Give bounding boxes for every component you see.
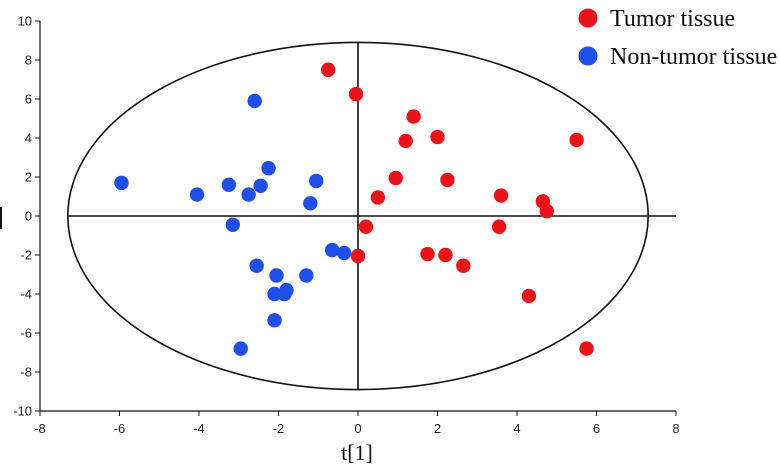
legend: Tumor tissue Non-tumor tissue [578,6,777,70]
y-tick-label: -10 [13,404,32,419]
y-tick-label: -6 [20,326,32,341]
tumor-point [493,188,509,203]
non-tumor-point [221,177,237,192]
tumor-point [388,170,403,186]
y-tick-label: -2 [20,248,32,263]
x-tick-label: -6 [114,421,126,436]
legend-marker [578,8,598,28]
y-tick-label: 2 [25,170,32,185]
non-tumor-point [114,175,129,191]
legend-marker [578,46,598,66]
non-tumor-point [324,242,340,258]
tumor-point [348,86,364,102]
y-tick-label: -8 [20,365,32,380]
tumor-point [456,258,471,273]
tumor-point [420,246,435,262]
tumor-point [438,247,453,263]
y-tick-label: 0 [25,209,32,224]
x-axis-title: t[1] [341,440,373,465]
non-tumor-point [249,258,264,273]
tumor-point [491,219,507,234]
tumor-point [358,219,374,234]
tumor-point [579,341,594,356]
legend-label: Non-tumor tissue [610,44,777,70]
tumor-point [521,288,537,304]
tumor-point [398,133,413,149]
x-tick-label: 2 [434,421,441,436]
non-tumor-point [233,341,248,356]
non-tumor-point [309,173,324,189]
non-tumor-point [267,313,282,328]
tumor-point [430,129,445,145]
tumor-point [320,62,336,77]
non-tumor-point [189,187,205,202]
y-tick-label: -4 [20,287,32,302]
non-tumor-point [336,245,352,261]
non-tumor-point [269,268,284,283]
y-tick-label: 6 [25,92,32,107]
x-tick-label: -2 [273,421,285,436]
tumor-point [406,109,421,124]
y-tick-label: 8 [25,53,32,68]
tumor-point [440,172,455,188]
tumor-point [370,190,386,205]
tumor-point [350,248,366,264]
non-tumor-point [303,196,318,211]
legend-label: Tumor tissue [610,6,735,32]
x-tick-label: 8 [672,421,679,436]
x-tick-label: 6 [593,421,600,436]
y-tick-label: 10 [18,14,32,29]
non-tumor-point [267,286,282,302]
non-tumor-point [279,282,294,298]
x-tick-label: 4 [513,421,520,436]
x-tick-label: -4 [193,421,205,436]
non-tumor-point [261,161,276,176]
tumor-point [569,132,584,148]
non-tumor-point [225,217,240,232]
non-tumor-point [241,187,256,202]
non-tumor-point [299,268,314,283]
tumor-point [539,203,555,219]
non-tumor-point [247,93,262,109]
non-tumor-point [253,178,268,193]
x-tick-label: 0 [354,421,361,436]
y-tick-label: 4 [25,131,32,146]
y-axis-title-fragment [0,207,2,229]
x-tick-label: -8 [34,421,46,436]
